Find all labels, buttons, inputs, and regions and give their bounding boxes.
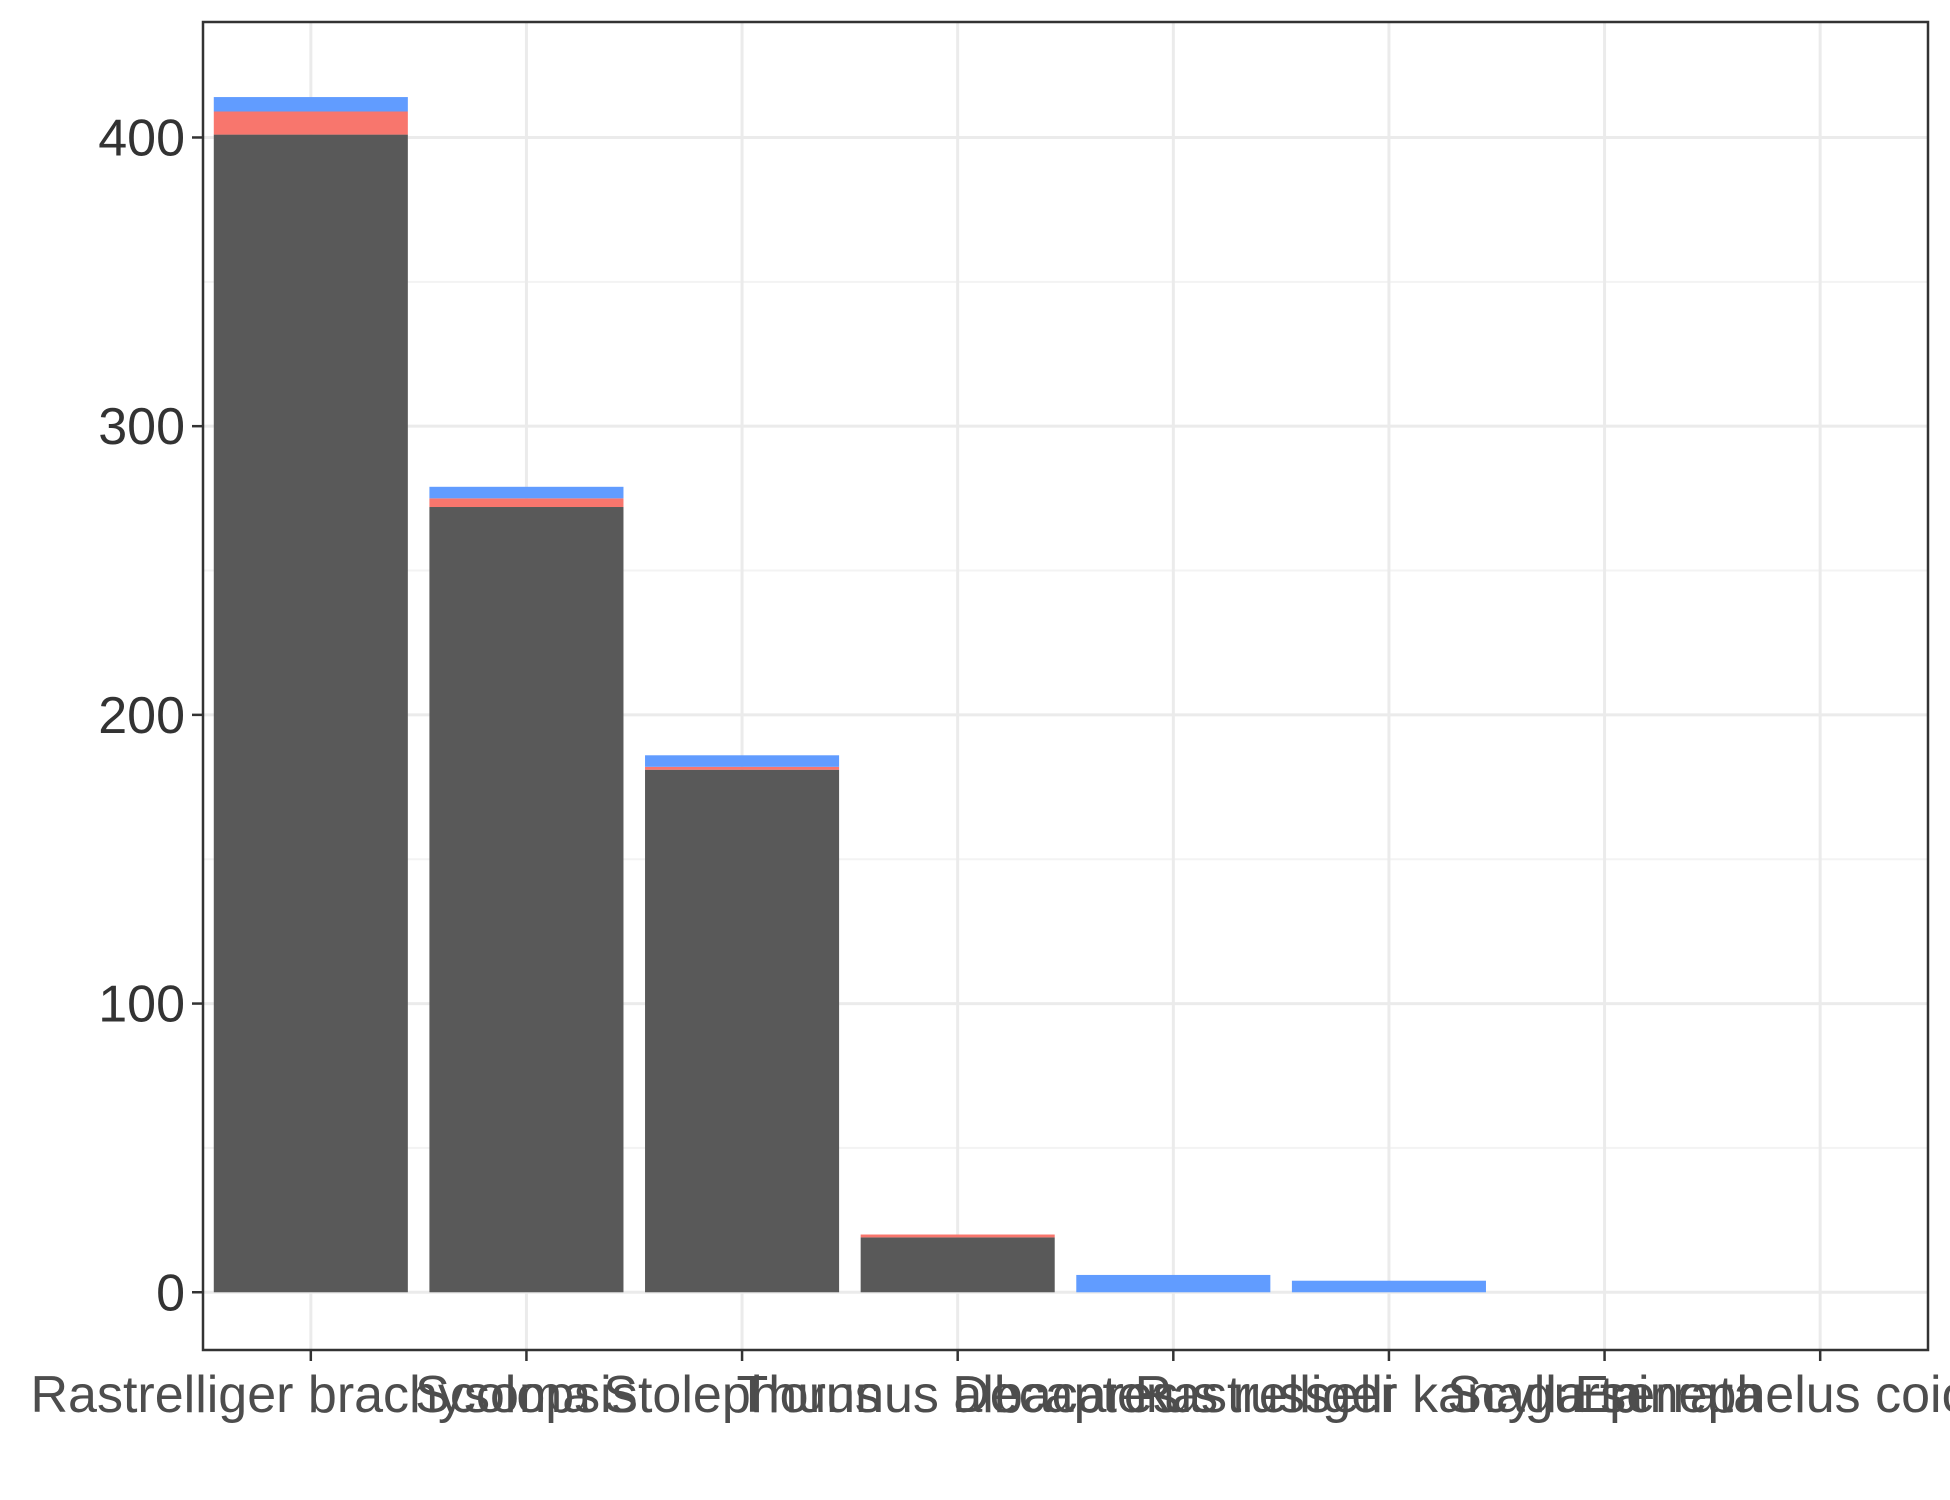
bar-segment bbox=[429, 486, 624, 499]
bar-segment bbox=[860, 1234, 1055, 1238]
bar-segment bbox=[645, 766, 840, 770]
x-tick-label: Thunnus albacares bbox=[737, 1366, 1179, 1424]
y-tick-label: 200 bbox=[98, 687, 185, 745]
x-tick-label: Decapterus russelli bbox=[952, 1366, 1394, 1424]
bar-segment bbox=[1076, 1274, 1271, 1293]
y-tick-label: 100 bbox=[98, 976, 185, 1034]
y-tick-label: 0 bbox=[156, 1264, 185, 1322]
x-tick-label: Scylla serrata bbox=[1447, 1366, 1762, 1424]
y-tick-label: 400 bbox=[98, 109, 185, 167]
bar-segment bbox=[213, 134, 408, 1293]
bar-segment bbox=[429, 507, 624, 1293]
bar-segment bbox=[429, 498, 624, 508]
bar-segment bbox=[860, 1237, 1055, 1293]
bar-segment bbox=[213, 111, 408, 135]
x-tick-label: Scolopsis bbox=[415, 1366, 638, 1424]
x-tick-label: Rastrelliger brachysoma bbox=[30, 1366, 591, 1424]
y-axis: 0 100 200 300 400 bbox=[98, 109, 203, 1322]
bars bbox=[213, 97, 1486, 1293]
x-tick-label: Rastrelliger kanagurta bbox=[1135, 1366, 1644, 1424]
y-tick-label: 300 bbox=[98, 398, 185, 456]
bar-segment bbox=[213, 97, 408, 112]
x-tick-label: Epinephelus coioides bbox=[1574, 1366, 1950, 1424]
bar-segment bbox=[645, 755, 840, 767]
x-tick-label: Stolephorus bbox=[603, 1366, 881, 1424]
bar-segment bbox=[1291, 1280, 1486, 1293]
x-axis: Rastrelliger brachysomaScolopsisStolepho… bbox=[30, 1350, 1950, 1424]
panel-border bbox=[201, 20, 1930, 1352]
bar-segment bbox=[645, 769, 840, 1293]
